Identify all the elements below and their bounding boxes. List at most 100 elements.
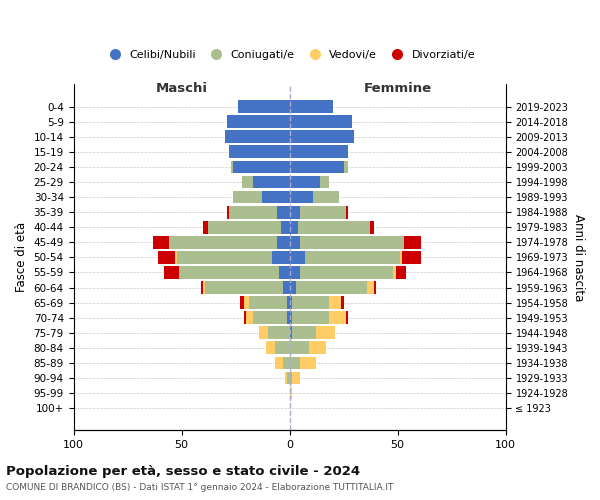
Bar [292, 372, 301, 384]
Bar [290, 281, 296, 294]
Bar [227, 206, 229, 218]
Bar [301, 266, 394, 279]
Bar [292, 326, 316, 339]
Bar [154, 236, 169, 248]
Text: Femmine: Femmine [364, 82, 432, 94]
Bar [231, 160, 233, 173]
Bar [262, 190, 290, 203]
Bar [367, 281, 374, 294]
Y-axis label: Anni di nascita: Anni di nascita [572, 214, 585, 301]
Bar [205, 281, 283, 294]
Bar [290, 342, 309, 354]
Bar [316, 326, 335, 339]
Bar [233, 190, 262, 203]
Bar [290, 190, 313, 203]
Y-axis label: Fasce di età: Fasce di età [15, 222, 28, 292]
Bar [290, 221, 298, 234]
Bar [229, 146, 290, 158]
Bar [158, 251, 175, 264]
Bar [292, 312, 329, 324]
Bar [309, 342, 326, 354]
Bar [247, 312, 253, 324]
Bar [248, 296, 287, 309]
Bar [287, 372, 290, 384]
Bar [201, 281, 203, 294]
Bar [259, 326, 268, 339]
Bar [301, 206, 346, 218]
Bar [290, 176, 320, 188]
Bar [203, 221, 208, 234]
Bar [287, 312, 290, 324]
Bar [286, 372, 287, 384]
Bar [266, 342, 275, 354]
Bar [164, 266, 179, 279]
Bar [283, 281, 290, 294]
Bar [290, 326, 292, 339]
Bar [229, 206, 277, 218]
Bar [283, 356, 290, 370]
Bar [320, 176, 329, 188]
Bar [208, 221, 281, 234]
Bar [341, 296, 344, 309]
Bar [179, 266, 279, 279]
Bar [290, 206, 301, 218]
Bar [346, 206, 348, 218]
Bar [301, 356, 316, 370]
Bar [169, 236, 277, 248]
Bar [394, 266, 395, 279]
Bar [313, 190, 340, 203]
Bar [290, 146, 348, 158]
Bar [253, 176, 290, 188]
Bar [329, 296, 341, 309]
Bar [290, 386, 292, 400]
Text: Maschi: Maschi [155, 82, 208, 94]
Bar [290, 100, 333, 113]
Bar [290, 116, 352, 128]
Bar [329, 312, 346, 324]
Bar [298, 221, 370, 234]
Bar [268, 326, 290, 339]
Bar [346, 312, 348, 324]
Bar [240, 296, 244, 309]
Bar [253, 312, 287, 324]
Bar [301, 236, 404, 248]
Bar [290, 160, 344, 173]
Text: COMUNE DI BRANDICO (BS) - Dati ISTAT 1° gennaio 2024 - Elaborazione TUTTITALIA.I: COMUNE DI BRANDICO (BS) - Dati ISTAT 1° … [6, 484, 394, 492]
Bar [374, 281, 376, 294]
Bar [290, 312, 292, 324]
Bar [233, 160, 290, 173]
Bar [402, 251, 421, 264]
Bar [272, 251, 290, 264]
Bar [242, 176, 253, 188]
Bar [290, 266, 301, 279]
Bar [296, 281, 367, 294]
Bar [281, 221, 290, 234]
Bar [290, 296, 292, 309]
Bar [275, 356, 283, 370]
Bar [275, 342, 290, 354]
Bar [370, 221, 374, 234]
Bar [290, 236, 301, 248]
Bar [290, 251, 305, 264]
Bar [244, 296, 248, 309]
Bar [404, 236, 421, 248]
Bar [305, 251, 400, 264]
Bar [279, 266, 290, 279]
Bar [277, 236, 290, 248]
Bar [290, 130, 355, 143]
Bar [400, 251, 402, 264]
Bar [344, 160, 348, 173]
Bar [290, 356, 301, 370]
Bar [277, 206, 290, 218]
Bar [227, 116, 290, 128]
Text: Popolazione per età, sesso e stato civile - 2024: Popolazione per età, sesso e stato civil… [6, 464, 360, 477]
Bar [292, 296, 329, 309]
Bar [203, 281, 205, 294]
Bar [290, 372, 292, 384]
Bar [395, 266, 406, 279]
Bar [287, 296, 290, 309]
Bar [244, 312, 247, 324]
Bar [177, 251, 272, 264]
Bar [225, 130, 290, 143]
Legend: Celibi/Nubili, Coniugati/e, Vedovi/e, Divorziati/e: Celibi/Nubili, Coniugati/e, Vedovi/e, Di… [100, 45, 479, 64]
